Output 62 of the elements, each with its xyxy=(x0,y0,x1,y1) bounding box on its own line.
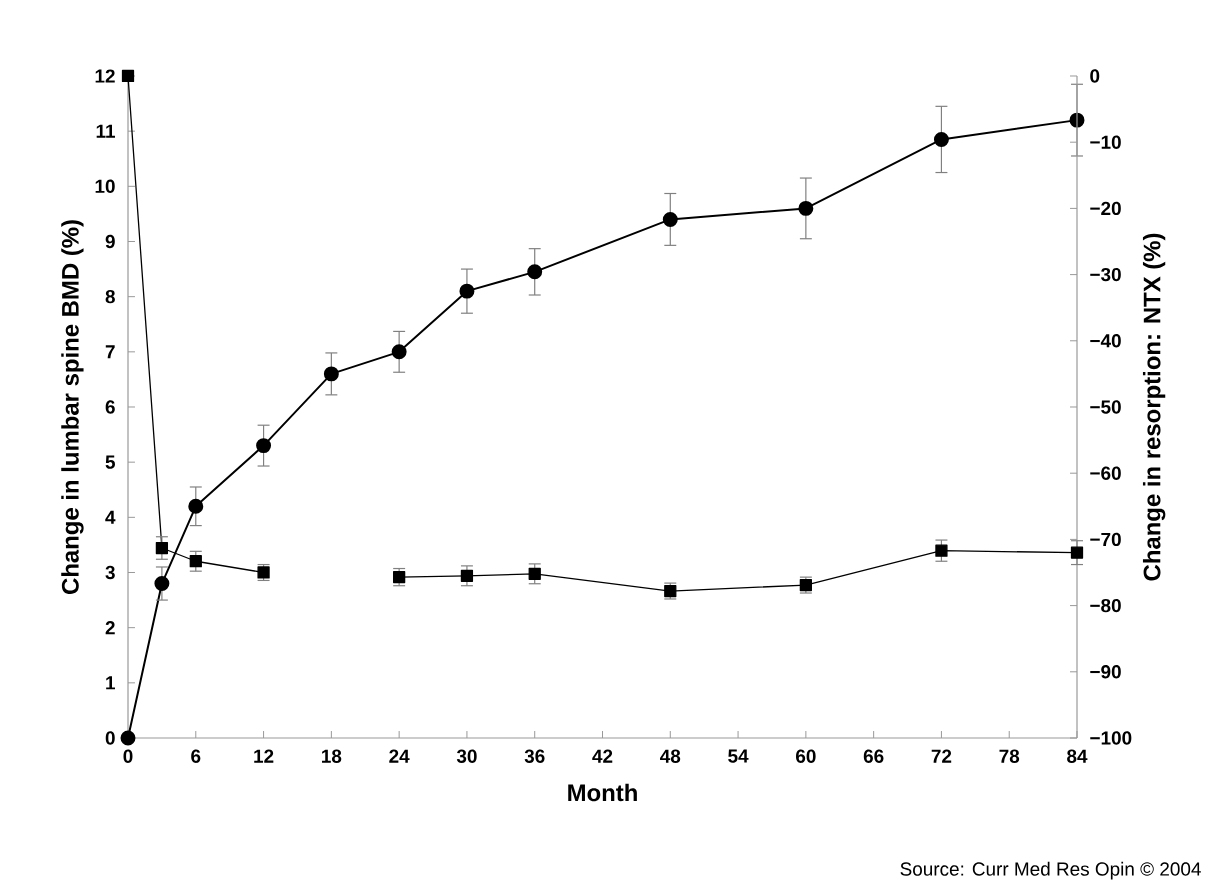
y-tick-label: 10 xyxy=(95,179,115,194)
point xyxy=(393,571,406,584)
point xyxy=(527,264,543,280)
point xyxy=(256,438,272,454)
y-tick-label: 7 xyxy=(105,345,115,359)
point xyxy=(155,541,169,555)
x-tick-label: 0 xyxy=(123,749,133,763)
point xyxy=(188,498,204,514)
y-tick-label: 8 xyxy=(105,289,115,304)
y-axis-title: Change in lumbar spine BMD (%) xyxy=(61,220,84,594)
y-tick-label: 2 xyxy=(105,621,115,635)
y-tick-label: 11 xyxy=(96,124,115,138)
y2-tick-label: −80 xyxy=(1090,598,1121,613)
x-tick-label: 24 xyxy=(389,749,410,763)
y-tick-label: 6 xyxy=(105,400,115,414)
y2-tick-label: −30 xyxy=(1090,267,1121,282)
point xyxy=(154,576,170,592)
x-tick-label: 12 xyxy=(254,749,274,763)
point xyxy=(120,730,136,746)
y-tick-label: 0 xyxy=(105,731,115,745)
point xyxy=(460,569,474,582)
x-tick-label: 66 xyxy=(863,749,884,763)
y2-axis-title: Change in resorption: NTX (%) xyxy=(1142,233,1166,581)
x-tick-label: 30 xyxy=(456,749,477,763)
x-tick-label: 42 xyxy=(592,749,613,763)
point xyxy=(935,544,948,557)
x-tick-label: 60 xyxy=(796,749,816,763)
y2-tick-label: −60 xyxy=(1090,466,1121,480)
source-note: Source: Curr Med Res Opin © 2004 xyxy=(900,861,1201,880)
x-tick-label: 78 xyxy=(999,749,1020,763)
x-tick-label: 18 xyxy=(322,749,342,763)
x-tick-label: 54 xyxy=(728,749,749,763)
x-axis-title: Month xyxy=(568,783,637,802)
point xyxy=(933,131,949,147)
x-tick-label: 84 xyxy=(1067,749,1088,763)
y-tick-label: 12 xyxy=(95,69,115,83)
y2-tick-label: −20 xyxy=(1090,201,1121,216)
x-tick-label: 36 xyxy=(524,749,545,763)
point xyxy=(189,555,202,568)
y2-tick-label: −50 xyxy=(1090,400,1121,414)
point xyxy=(323,366,339,382)
y-tick-label: 3 xyxy=(105,565,115,580)
point xyxy=(662,211,678,227)
point xyxy=(121,69,135,83)
point xyxy=(798,200,814,216)
point xyxy=(1070,546,1084,559)
y2-tick-label: −90 xyxy=(1090,665,1121,679)
y2-tick-label: −100 xyxy=(1090,731,1132,745)
y2-tick-label: −70 xyxy=(1090,532,1121,547)
y-tick-label: 4 xyxy=(105,510,116,524)
x-tick-label: 72 xyxy=(931,749,952,763)
y-tick-label: 5 xyxy=(105,455,115,469)
y-tick-label: 9 xyxy=(105,234,115,249)
y2-tick-label: −40 xyxy=(1090,334,1121,348)
y-tick-label: 1 xyxy=(106,676,115,690)
y2-tick-label: 0 xyxy=(1090,69,1100,83)
x-tick-label: 6 xyxy=(191,749,201,763)
point xyxy=(528,567,541,580)
x-tick-label: 48 xyxy=(660,749,681,763)
y2-tick-label: −10 xyxy=(1090,135,1121,149)
point xyxy=(391,344,407,360)
point xyxy=(459,283,475,299)
